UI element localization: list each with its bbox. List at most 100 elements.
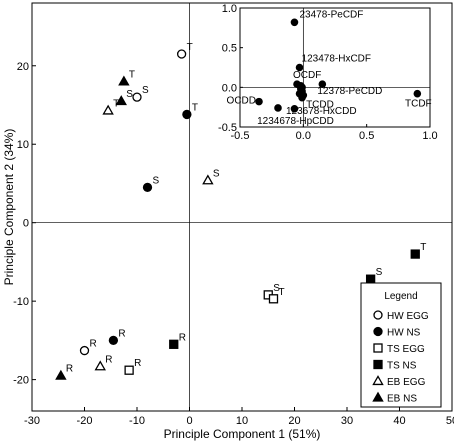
inset-y-tick-label: 0.0 — [222, 82, 237, 94]
inset-x-tick-label: -0.5 — [231, 130, 250, 142]
data-point — [132, 92, 142, 102]
inset-point-label: 12378-PeCDD — [317, 86, 382, 97]
data-point-label: R — [134, 358, 141, 369]
data-point-label: T — [420, 242, 426, 253]
legend: Legend HW EGG HW NS TS EGG TS NS EB EGG EB NS — [360, 282, 442, 408]
main-axis-ticks: -30 -20 -10 0 10 20 30 40 50 -20 -10 0 10 20 — [13, 61, 454, 427]
data-point-label: R — [105, 354, 112, 365]
y-tick-label: 0 — [23, 218, 29, 230]
data-point-label: T — [113, 98, 119, 109]
data-point-label: S — [376, 267, 383, 278]
data-point — [94, 360, 106, 371]
legend-marker — [372, 391, 384, 402]
y-axis-label: Principle Component 2 (34%) — [2, 129, 16, 286]
data-point-label: S — [153, 175, 160, 186]
inset-point-label: OCDD — [227, 96, 256, 107]
y-tick-label: -20 — [13, 375, 29, 387]
inset-point-label: 23478-PeCDF — [299, 9, 363, 20]
legend-entries: HW EGG HW NS TS EGG TS NS EB EGG EB NS — [372, 310, 429, 405]
x-tick-label: 0 — [186, 415, 192, 427]
data-point — [365, 274, 376, 284]
data-point-label: R — [66, 364, 73, 375]
legend-entry-label: HW EGG — [387, 311, 429, 322]
inset-data-point — [290, 104, 299, 113]
legend-entry-label: TS NS — [387, 361, 417, 372]
main-zero-lines — [32, 3, 452, 411]
legend-marker — [373, 343, 383, 353]
y-tick-label: -10 — [13, 296, 29, 308]
legend-title: Legend — [384, 291, 417, 302]
y-tick-label: 10 — [17, 139, 29, 151]
inset-y-tick-label: 1.0 — [222, 3, 237, 15]
data-point — [169, 339, 179, 349]
data-point — [108, 335, 119, 346]
legend-marker — [373, 310, 383, 320]
inset-point-label: 123478-HxCDF — [302, 54, 371, 65]
inset-point-label: TCDD — [306, 100, 334, 111]
data-point — [55, 369, 67, 380]
inset-axis-ticks: -0.5 0.0 0.5 1.0 -0.5 0.0 0.5 1.0 — [218, 3, 438, 142]
x-tick-label: -30 — [24, 415, 40, 427]
data-point-label: S — [213, 168, 220, 179]
legend-entry-label: HW NS — [387, 328, 421, 339]
data-point — [102, 104, 114, 115]
data-point — [118, 75, 130, 86]
inset-data-point — [274, 104, 282, 112]
data-point — [202, 174, 214, 185]
inset-point-label: 123678-HxCDD — [286, 106, 357, 117]
x-tick-label: -10 — [129, 415, 145, 427]
legend-marker — [372, 375, 384, 386]
data-point-label: R — [90, 339, 97, 350]
data-point — [176, 49, 187, 59]
data-point — [142, 182, 153, 193]
x-tick-label: -20 — [77, 415, 93, 427]
data-point — [115, 95, 127, 106]
legend-entry-label: TS EGG — [387, 344, 425, 355]
inset-x-tick-label: 0.5 — [359, 130, 374, 142]
x-tick-label: 20 — [288, 415, 300, 427]
inset-y-tick-label: 0.5 — [222, 43, 237, 55]
inset-point-label: TCDF — [405, 99, 432, 110]
x-tick-label: 40 — [393, 415, 405, 427]
data-point-label: S — [273, 283, 280, 294]
inset-data-point — [290, 18, 299, 27]
x-axis-label: Principle Component 1 (51%) — [164, 427, 321, 441]
legend-marker — [373, 359, 383, 370]
data-point-label: T — [279, 287, 285, 298]
x-tick-label: 10 — [236, 415, 248, 427]
inset-data-points: 23478-PeCDF 123478-HxCDF OCDF 12378-PeCDD TC… — [227, 9, 432, 126]
legend-marker — [373, 326, 383, 337]
data-point-label: T — [192, 102, 198, 113]
inset-x-tick-label: 0.0 — [296, 130, 311, 142]
legend-entry-label: EB EGG — [387, 377, 426, 388]
inset-data-point — [298, 93, 306, 102]
data-point — [79, 345, 90, 356]
data-point — [268, 294, 279, 304]
inset-data-point — [295, 63, 304, 72]
inset-y-tick-label: -0.5 — [218, 122, 237, 134]
inset-data-point — [255, 97, 263, 106]
data-point-label: R — [118, 328, 125, 339]
data-point-label: T — [187, 42, 193, 53]
data-point-label: T — [129, 69, 135, 80]
x-tick-label: 50 — [446, 415, 454, 427]
x-tick-label: 30 — [341, 415, 353, 427]
data-point — [410, 249, 420, 259]
inset-data-point — [413, 89, 422, 98]
inset-frame — [239, 7, 431, 128]
inset-point-label: OCDF — [293, 70, 321, 81]
data-point-label: S — [126, 89, 133, 100]
inset-point-label: 1234678-HpCDD — [257, 116, 334, 127]
legend-entry-label: EB NS — [387, 394, 417, 405]
data-point-label: R — [179, 332, 186, 343]
data-point — [182, 109, 192, 120]
inset-data-point — [318, 80, 327, 88]
y-tick-label: 20 — [17, 61, 29, 73]
data-point — [124, 365, 134, 375]
data-point-label: S — [142, 85, 149, 96]
inset-loadings-plot: -0.5 0.0 0.5 1.0 -0.5 0.0 0.5 1.0 23478-PeCDF 12… — [218, 3, 438, 142]
inset-x-tick-label: 1.0 — [422, 130, 437, 142]
inset-zero-lines — [240, 8, 430, 127]
